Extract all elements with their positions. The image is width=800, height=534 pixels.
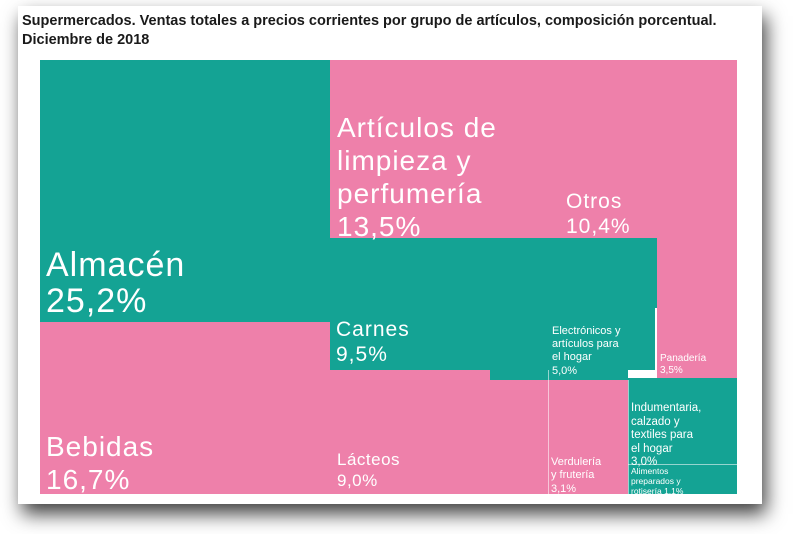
tile-label: Indumentaria, calzado y textiles para el… — [631, 402, 701, 470]
treemap-tile — [330, 308, 655, 370]
tile-category-name: Carnes — [336, 318, 410, 341]
tile-value-label: 25,2% — [46, 282, 148, 320]
treemap-tile — [490, 370, 628, 380]
tile-value-label: 13,5% — [337, 211, 422, 242]
tile-category-name: Panadería — [660, 353, 707, 364]
tile-category-name: Otros — [566, 190, 623, 213]
tile-separator — [628, 380, 629, 494]
tile-label: Almacén 25,2% — [46, 248, 185, 320]
treemap-tile — [40, 60, 330, 322]
tile-label: Artículos de limpieza y perfumería 13,5% — [337, 111, 497, 243]
tile-category-name: Electrónicos y artículos para el hogar — [552, 325, 621, 363]
treemap-tile — [330, 238, 657, 308]
tile-label: Electrónicos y artículos para el hogar 5,… — [552, 325, 620, 378]
tile-value-label: 3,1% — [551, 483, 577, 495]
tile-category-name: Indumentaria, calzado y textiles para el… — [631, 402, 702, 455]
tile-value-label: 5,0% — [552, 365, 578, 377]
treemap-tile — [548, 380, 628, 494]
tile-separator — [548, 370, 549, 494]
treemap-tile — [40, 322, 330, 494]
tile-value-label: 10,4% — [566, 215, 631, 238]
tile-label: Panadería 3,5% — [660, 353, 706, 377]
tile-category-name: Almacén — [46, 246, 186, 284]
treemap-tile — [330, 60, 557, 238]
treemap-tile — [628, 378, 737, 464]
tile-category-name: Lácteos — [337, 450, 401, 469]
tile-label: Bebidas 16,7% — [46, 430, 154, 496]
tile-value-label: 3,0% — [631, 456, 658, 468]
tile-value-label: 9,0% — [337, 471, 378, 490]
tile-value-label: 3,5% — [660, 365, 683, 376]
tile-label: Verdulería y frutería 3,1% — [551, 456, 601, 496]
tile-category-name: Artículos de limpieza y perfumería — [337, 112, 497, 209]
tile-label: Alimentos preparados y rotisería 1,1% — [631, 466, 683, 496]
tile-label: Lácteos 9,0% — [337, 450, 400, 492]
tile-separator — [628, 464, 737, 465]
tile-category-name: Alimentos preparados y rotisería 1,1% — [631, 466, 684, 496]
tile-category-name: Bebidas — [46, 431, 155, 462]
chart-title: Supermercados. Ventas totales a precios … — [22, 13, 717, 29]
tile-label: Carnes 9,5% — [336, 318, 410, 368]
tile-value-label: 16,7% — [46, 464, 131, 495]
tile-value-label: 9,5% — [336, 343, 388, 366]
treemap-tile — [330, 370, 548, 494]
treemap-tile — [557, 60, 737, 238]
treemap-tile — [657, 238, 737, 378]
treemap-tile — [628, 464, 737, 494]
chart-subtitle: Diciembre de 2018 — [22, 32, 150, 48]
tile-label: Otros 10,4% — [566, 190, 631, 240]
tile-category-name: Verdulería y frutería — [551, 456, 602, 481]
